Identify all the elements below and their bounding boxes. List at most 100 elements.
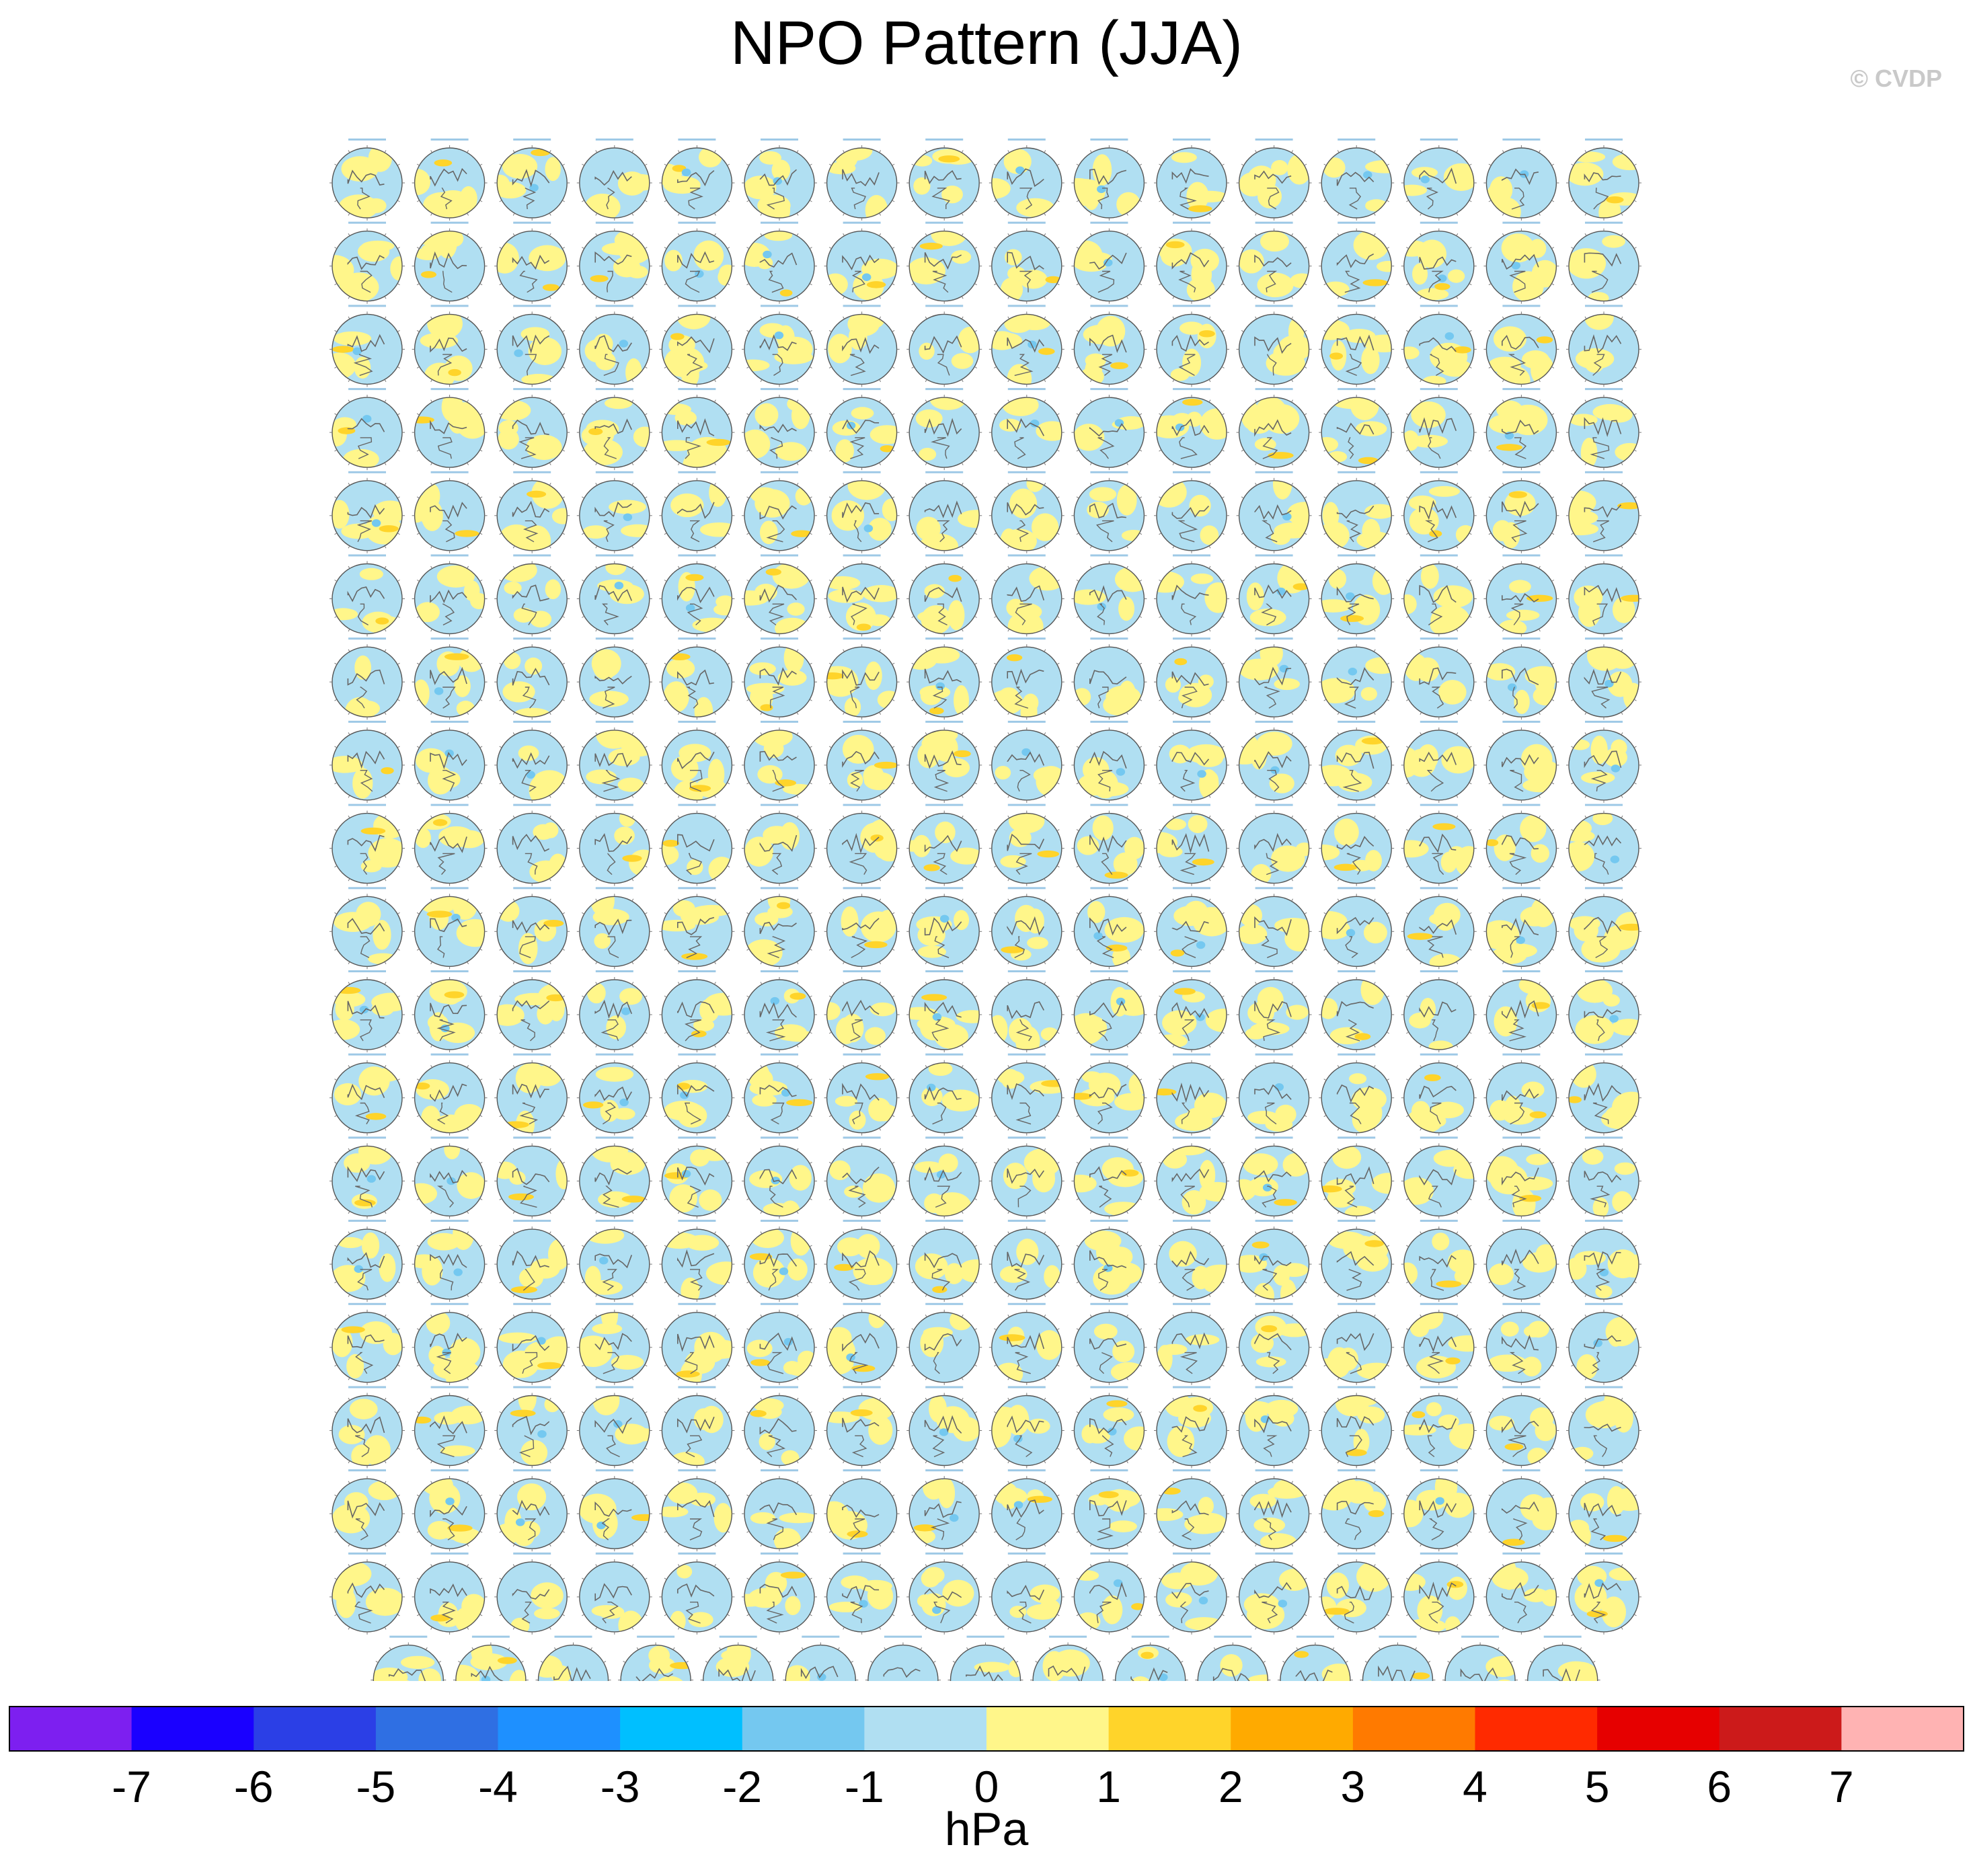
- panel-title-mark: [1502, 305, 1541, 307]
- map-panel: [330, 471, 405, 553]
- map-panel: [906, 305, 982, 387]
- panel-title-mark: [348, 720, 386, 723]
- map-panel: [1319, 388, 1395, 471]
- panel-title-mark: [1255, 1053, 1293, 1056]
- map-panel: [742, 139, 817, 221]
- map-panel: [1566, 1386, 1641, 1469]
- panel-title-mark: [513, 1302, 551, 1305]
- map-panel: [1071, 1220, 1147, 1302]
- panel-title-mark: [761, 1136, 798, 1139]
- map-panel: [824, 554, 900, 637]
- panel-title-mark: [430, 804, 469, 806]
- panel-title-mark: [1585, 221, 1623, 224]
- map-panel: [906, 970, 982, 1052]
- panel-title-mark: [1502, 554, 1541, 557]
- map-panel: [1236, 720, 1312, 803]
- panel-title-mark: [678, 1386, 716, 1389]
- panel-title-mark: [678, 1220, 716, 1222]
- panel-title-mark: [1338, 970, 1376, 972]
- map-panel: [1154, 970, 1229, 1052]
- map-panel: [330, 970, 405, 1052]
- map-panel: [576, 388, 652, 471]
- map-panel: [1401, 139, 1477, 221]
- map-panel: [1319, 554, 1395, 637]
- panel-title-mark: [1173, 554, 1210, 557]
- panel-title-mark: [430, 970, 469, 972]
- panel-title-mark: [925, 1053, 964, 1056]
- panel-title-mark: [1090, 1469, 1128, 1472]
- map-panel: [1071, 970, 1147, 1052]
- map-panel: [1483, 1469, 1559, 1552]
- panel-title-mark: [1420, 388, 1458, 391]
- map-panel: [412, 637, 488, 720]
- panel-title-mark: [1173, 720, 1210, 723]
- map-panel: [1154, 305, 1229, 387]
- map-panel: [1483, 1386, 1559, 1469]
- panel-title-mark: [1502, 970, 1541, 972]
- panel-title-mark: [843, 471, 881, 473]
- map-panel: [494, 139, 570, 221]
- panel-title-mark: [1090, 554, 1128, 557]
- panel-title-mark: [595, 887, 633, 890]
- map-panel: [576, 970, 652, 1052]
- panel-title-mark: [595, 1386, 633, 1389]
- map-panel: [1401, 388, 1477, 471]
- map-panel: [494, 1302, 570, 1385]
- panel-title-mark: [1502, 139, 1541, 141]
- map-panel: [1154, 1552, 1229, 1635]
- panel-title-mark: [925, 1136, 964, 1139]
- panel-title-mark: [1090, 637, 1128, 640]
- panel-title-mark: [1585, 1136, 1623, 1139]
- map-panel: [1236, 1386, 1312, 1469]
- panel-title-mark: [719, 1635, 757, 1638]
- panel-title-mark: [1502, 637, 1541, 640]
- panel-title-mark: [1173, 970, 1210, 972]
- map-panel: [1319, 1552, 1395, 1635]
- map-panel: [330, 554, 405, 637]
- panel-title-mark: [678, 970, 716, 972]
- map-panel: [1236, 970, 1312, 1052]
- map-panel: [576, 1386, 652, 1469]
- map-panel: [1154, 804, 1229, 886]
- map-panel: [1524, 1635, 1600, 1681]
- colorbar-segment: [375, 1707, 498, 1751]
- panel-title-mark: [595, 1136, 633, 1139]
- map-panel: [1319, 1053, 1395, 1136]
- map-panel: [1236, 1220, 1312, 1302]
- panel-title-mark: [1420, 970, 1458, 972]
- panel-title-mark: [925, 720, 964, 723]
- panel-title-mark: [1214, 1635, 1252, 1638]
- map-panel: [1071, 887, 1147, 970]
- panel-title-mark: [1090, 1302, 1128, 1305]
- panel-title-mark: [430, 1302, 469, 1305]
- panel-title-mark: [1255, 804, 1293, 806]
- panel-title-mark: [1090, 887, 1128, 890]
- panel-title-mark: [925, 1302, 964, 1305]
- panel-title-mark: [761, 804, 798, 806]
- panel-title-mark: [1543, 1635, 1582, 1638]
- map-panel: [576, 1136, 652, 1219]
- map-panel: [1483, 554, 1559, 637]
- map-panel: [1566, 970, 1641, 1052]
- map-panel: [412, 1552, 488, 1635]
- panel-title-mark: [513, 554, 551, 557]
- panel-title-mark: [843, 221, 881, 224]
- panel-title-mark: [513, 804, 551, 806]
- panel-title-mark: [595, 637, 633, 640]
- panel-title-mark: [761, 1552, 798, 1555]
- panel-title-mark: [1007, 1552, 1046, 1555]
- panel-title-mark: [1585, 1220, 1623, 1222]
- panel-title-mark: [1585, 1386, 1623, 1389]
- map-panel: [1401, 1136, 1477, 1219]
- map-panel: [1071, 554, 1147, 637]
- panel-title-mark: [1255, 139, 1293, 141]
- map-panel: [742, 1053, 817, 1136]
- panel-title-mark: [1502, 1220, 1541, 1222]
- panel-title-mark: [843, 1136, 881, 1139]
- map-panel: [1154, 554, 1229, 637]
- panel-title-mark: [348, 1053, 386, 1056]
- panel-title-mark: [1173, 1220, 1210, 1222]
- map-panel: [989, 1386, 1065, 1469]
- panel-title-mark: [1255, 388, 1293, 391]
- map-panel: [824, 139, 900, 221]
